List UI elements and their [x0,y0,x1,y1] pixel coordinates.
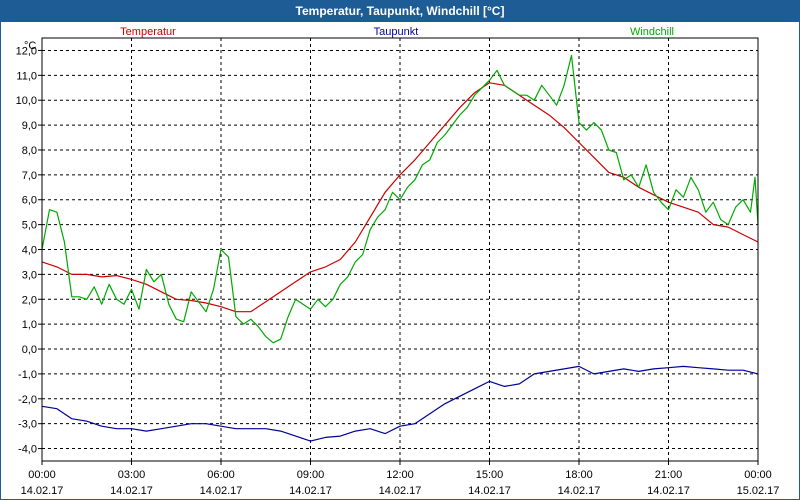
y-tick-label: 2,0 [22,294,37,306]
y-tick-label: 0,0 [22,344,37,356]
y-tick-label: 12,0 [16,45,37,57]
grid-lines [42,38,758,461]
y-tick-label: 11,0 [16,70,37,82]
y-tick-label: 3,0 [22,269,37,281]
x-tick-date: 14.02.17 [468,485,511,497]
y-tick-label: 8,0 [22,145,37,157]
legend: Temperatur Taupunkt Windchill [120,26,674,38]
y-tick-label: -4,0 [18,444,37,456]
x-tick-date: 14.02.17 [200,485,243,497]
x-tick-date: 14.02.17 [21,485,64,497]
series-line-taupunkt [41,365,759,442]
y-tick-label: -3,0 [18,419,37,431]
legend-item-temperatur: Temperatur [120,26,176,38]
series-line-windchill [41,54,759,344]
window-title: Temperatur, Taupunkt, Windchill [°C] [1,1,799,22]
x-tick-date: 14.02.17 [110,485,153,497]
x-tick-date: 14.02.17 [289,485,332,497]
x-tick-time: 18:00 [565,469,593,481]
y-tick-label: -1,0 [18,369,37,381]
legend-item-windchill: Windchill [630,26,674,38]
x-tick-date: 15.02.17 [737,485,780,497]
y-tick-label: 5,0 [22,220,37,232]
legend-item-taupunkt: Taupunkt [374,26,419,38]
x-tick-date: 14.02.17 [647,485,690,497]
x-tick-time: 21:00 [655,469,683,481]
x-tick-time: 09:00 [297,469,325,481]
y-tick-label: 4,0 [22,245,37,257]
y-tick-label: 6,0 [22,195,37,207]
plot-area [41,37,759,462]
x-tick-time: 06:00 [207,469,235,481]
x-tick-time: 00:00 [744,469,772,481]
y-axis-ticks: 12,0 11,0 10,0 9,0 8,0 7,0 6,0 5,0 4,0 3,0 2,0 1,0 0… [16,45,42,456]
x-tick-time: 12:00 [386,469,414,481]
y-axis-label: °C [24,40,36,52]
y-tick-label: -2,0 [18,394,37,406]
x-tick-time: 00:00 [28,469,56,481]
x-tick-time: 03:00 [118,469,146,481]
x-tick-date: 14.02.17 [379,485,422,497]
y-tick-label: 7,0 [22,170,37,182]
x-axis-ticks: 00:00 14.02.17 03:00 14.02.17 06:00 14.02.17 0… [21,461,780,497]
x-tick-time: 15:00 [476,469,504,481]
y-tick-label: 9,0 [22,120,37,132]
y-tick-label: 10,0 [16,95,37,107]
y-tick-label: 1,0 [22,319,37,331]
x-tick-date: 14.02.17 [558,485,601,497]
series-lines [41,54,759,442]
